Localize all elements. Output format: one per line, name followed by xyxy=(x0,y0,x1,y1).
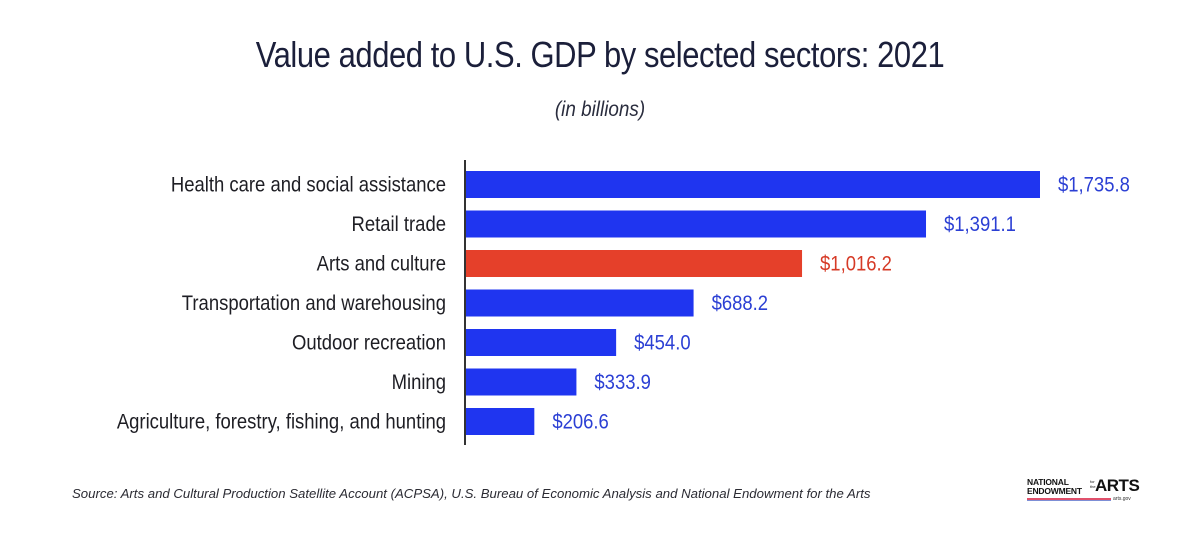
bar-highlighted xyxy=(466,250,803,277)
logo-for-the: for the xyxy=(1090,479,1096,489)
nea-logo: NATIONAL ENDOWMENT for the ARTS arts.gov xyxy=(1027,476,1140,514)
category-label: Mining xyxy=(392,371,446,394)
logo-site: arts.gov xyxy=(1113,496,1131,502)
chart-subtitle: (in billions) xyxy=(554,98,646,121)
category-label: Transportation and warehousing xyxy=(182,292,446,315)
bar xyxy=(466,368,577,396)
bars xyxy=(466,171,1040,435)
category-label: Outdoor recreation xyxy=(292,331,446,354)
bar xyxy=(466,210,927,238)
value-label: $688.2 xyxy=(712,292,768,315)
value-label: $454.0 xyxy=(634,331,690,354)
bar xyxy=(466,171,1040,198)
bar xyxy=(466,289,694,317)
category-label: Agriculture, forestry, fishing, and hunt… xyxy=(117,410,446,433)
value-label: $1,391.1 xyxy=(944,213,1016,236)
bar xyxy=(466,408,535,435)
logo-red-stripe xyxy=(1027,498,1111,500)
logo-line-endowment: ENDOWMENT xyxy=(1027,486,1082,496)
value-label: $206.6 xyxy=(552,410,608,433)
value-labels: $1,735.8 $1,391.1 $1,016.2 $688.2 $454.0 $333… xyxy=(552,173,1130,433)
logo-blue-stripe xyxy=(1027,500,1111,501)
source-note: Source: Arts and Cultural Production Sat… xyxy=(72,486,871,501)
category-label: Arts and culture xyxy=(317,252,446,275)
bar xyxy=(466,329,617,356)
value-label: $1,735.8 xyxy=(1058,173,1130,196)
logo-arts: ARTS xyxy=(1095,476,1140,495)
category-label: Retail trade xyxy=(352,213,446,236)
category-labels: Health care and social assistance Retail … xyxy=(117,173,446,433)
logo-text: NATIONAL ENDOWMENT xyxy=(1027,478,1082,496)
value-label: $1,016.2 xyxy=(820,252,892,275)
logo-line-national: NATIONAL xyxy=(1027,477,1069,487)
value-label: $333.9 xyxy=(594,371,650,394)
chart-title: Value added to U.S. GDP by selected sect… xyxy=(255,34,945,75)
category-label: Health care and social assistance xyxy=(171,173,446,196)
